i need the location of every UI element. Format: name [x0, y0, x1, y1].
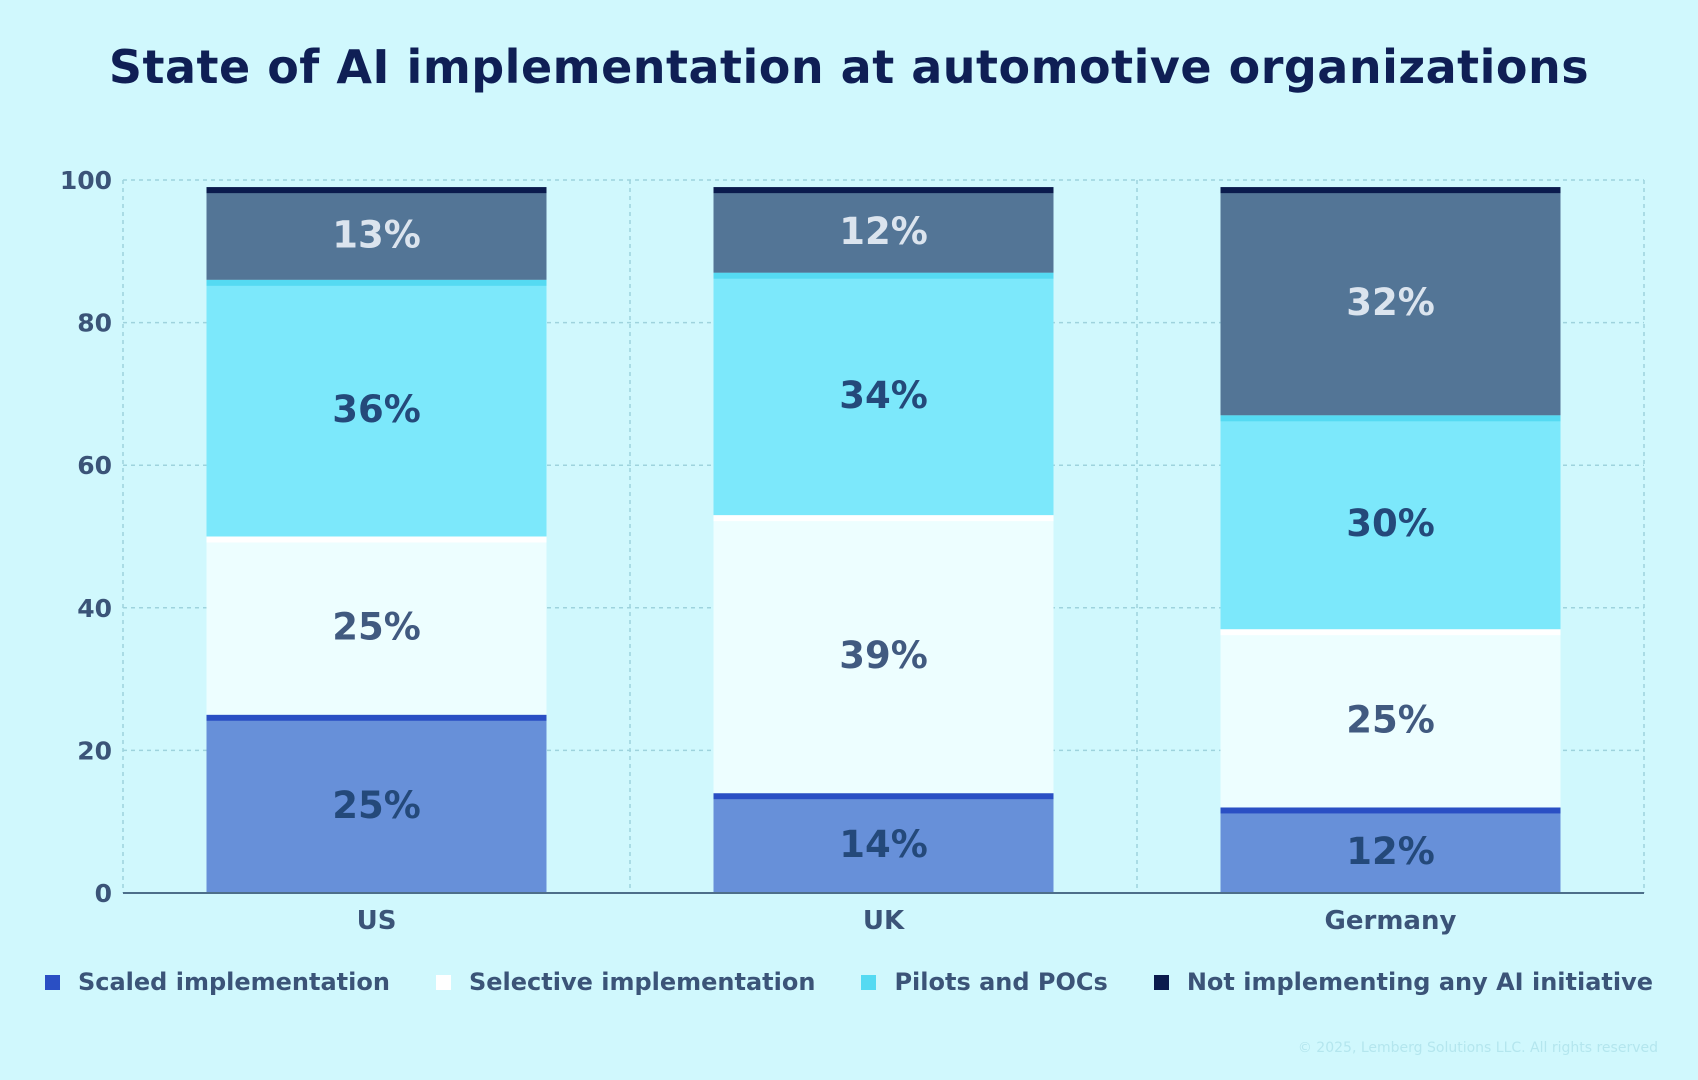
data-label-uk-3: 34%	[839, 374, 928, 417]
bar-segment-uk-2	[713, 515, 1054, 794]
legend-swatch-not-implementing	[1153, 974, 1169, 990]
data-label-uk-1: 14%	[839, 823, 928, 866]
data-label-us-3: 36%	[332, 388, 421, 431]
data-label-us-4: 13%	[332, 213, 421, 256]
bar-segment-uk-3	[713, 272, 1054, 516]
bar-segment-edge	[206, 279, 547, 286]
legend-label-selective: Selective implementation	[468, 968, 816, 996]
bar-segment-us-2	[206, 536, 547, 715]
data-label-germany-2: 25%	[1346, 698, 1435, 741]
bar-segment-edge	[1220, 187, 1561, 194]
legend: Scaled implementation Selective implemen…	[0, 968, 1698, 996]
legend-label-scaled: Scaled implementation	[77, 968, 390, 996]
bar-segment-edge	[713, 187, 1054, 194]
bar-segment-germany-4	[1220, 187, 1561, 416]
y-tick-label: 40	[77, 594, 112, 623]
bar-segment-edge	[1220, 415, 1561, 422]
bar-segment-germany-1	[1220, 807, 1561, 893]
legend-label-pilots: Pilots and POCs	[894, 968, 1108, 996]
bar-segment-uk-4	[713, 187, 1054, 273]
legend-item-pilots: Pilots and POCs	[861, 968, 1108, 996]
bar-segment-edge	[206, 187, 547, 194]
y-tick-label: 80	[77, 309, 112, 338]
legend-item-selective: Selective implementation	[435, 968, 816, 996]
data-label-uk-2: 39%	[839, 634, 928, 677]
chart-title: State of AI implementation at automotive…	[108, 40, 1590, 94]
bar-segment-germany-2	[1220, 629, 1561, 808]
y-tick-label: 20	[77, 736, 112, 765]
x-tick-label-us: US	[357, 906, 397, 936]
y-tick-label: 60	[77, 451, 112, 480]
bar-segment-us-1	[206, 714, 547, 893]
bar-segment-edge	[1220, 629, 1561, 636]
legend-item-not-implementing: Not implementing any AI initiative	[1153, 968, 1654, 996]
data-label-germany-1: 12%	[1346, 830, 1435, 873]
y-tick-label: 100	[60, 166, 112, 195]
legend-item-scaled: Scaled implementation	[44, 968, 390, 996]
axes: 0 20 40 60 80 100 US UK Germany	[60, 166, 1644, 936]
data-label-germany-3: 30%	[1346, 502, 1435, 545]
data-label-us-1: 25%	[332, 784, 421, 827]
bar-segment-us-3	[206, 279, 547, 537]
legend-swatch-pilots	[861, 974, 877, 990]
bar-segment-edge	[206, 714, 547, 721]
bar-segment-us-4	[206, 187, 547, 280]
legend-swatch-selective	[435, 974, 451, 990]
legend-label-not-implementing: Not implementing any AI initiative	[1186, 968, 1654, 996]
copyright-text: © 2025, Lemberg Solutions LLC. All right…	[1297, 1040, 1658, 1056]
bar-segment-edge	[713, 793, 1054, 800]
bar-segment-edge	[206, 536, 547, 543]
bar-segment-uk-1	[713, 793, 1054, 893]
data-label-uk-4: 12%	[839, 210, 928, 253]
legend-swatch-scaled	[44, 974, 60, 990]
bar-segment-germany-3	[1220, 415, 1561, 630]
data-label-us-2: 25%	[332, 606, 421, 649]
x-tick-label-germany: Germany	[1325, 906, 1457, 936]
bar-segment-edge	[713, 515, 1054, 522]
x-tick-label-uk: UK	[863, 906, 905, 936]
y-tick-label: 0	[95, 879, 112, 908]
bar-segment-edge	[1220, 807, 1561, 814]
bar-segment-edge	[713, 272, 1054, 279]
bars: 25% 25% 36% 13% 14% 39% 34% 12% 12% 25% 30% 32%	[206, 187, 1561, 893]
data-label-germany-4: 32%	[1346, 281, 1435, 324]
